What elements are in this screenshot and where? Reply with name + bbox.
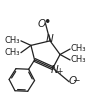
Text: CH₃: CH₃ [71,44,86,53]
Text: O: O [69,76,77,86]
Text: +: + [56,67,63,76]
Text: −: − [72,75,80,84]
Text: CH₃: CH₃ [5,48,20,57]
Text: CH₃: CH₃ [5,36,20,45]
Text: •: • [43,16,51,29]
Text: N: N [46,34,54,44]
Text: N: N [51,65,59,75]
Text: O: O [38,19,46,29]
Text: CH₃: CH₃ [71,55,86,64]
